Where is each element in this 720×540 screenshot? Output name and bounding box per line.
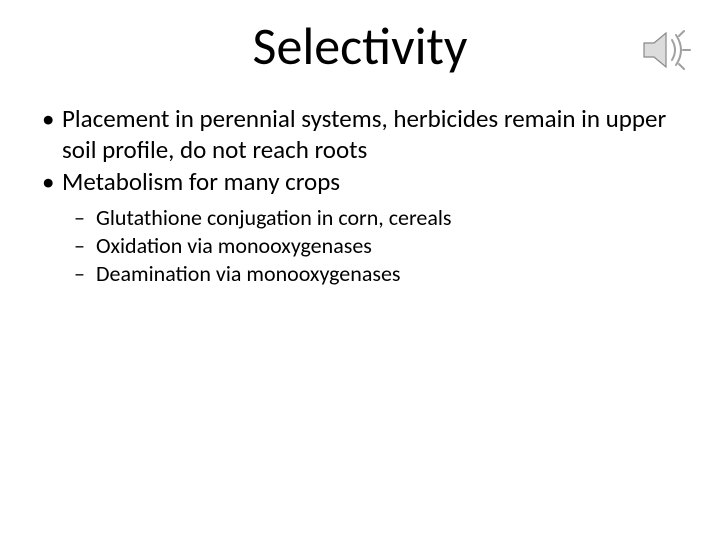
- bullet-item: Placement in perennial systems, herbicid…: [38, 104, 690, 165]
- sub-bullet-item: Oxidation via monooxygenases: [72, 232, 690, 260]
- slide-title: Selectivity: [0, 14, 720, 78]
- bullet-text: Metabolism for many crops: [62, 166, 340, 197]
- audio-speaker-icon[interactable]: [640, 26, 696, 74]
- sub-bullet-item: Glutathione conjugation in corn, cereals: [72, 204, 690, 232]
- slide: Selectivity Placement in perennial syste…: [0, 14, 720, 540]
- sub-bullet-list: Glutathione conjugation in corn, cereals…: [62, 204, 690, 288]
- slide-content: Placement in perennial systems, herbicid…: [0, 104, 720, 288]
- sub-bullet-item: Deamination via monooxygenases: [72, 260, 690, 288]
- bullet-item: Metabolism for many crops Glutathione co…: [38, 167, 690, 288]
- bullet-list: Placement in perennial systems, herbicid…: [38, 104, 690, 288]
